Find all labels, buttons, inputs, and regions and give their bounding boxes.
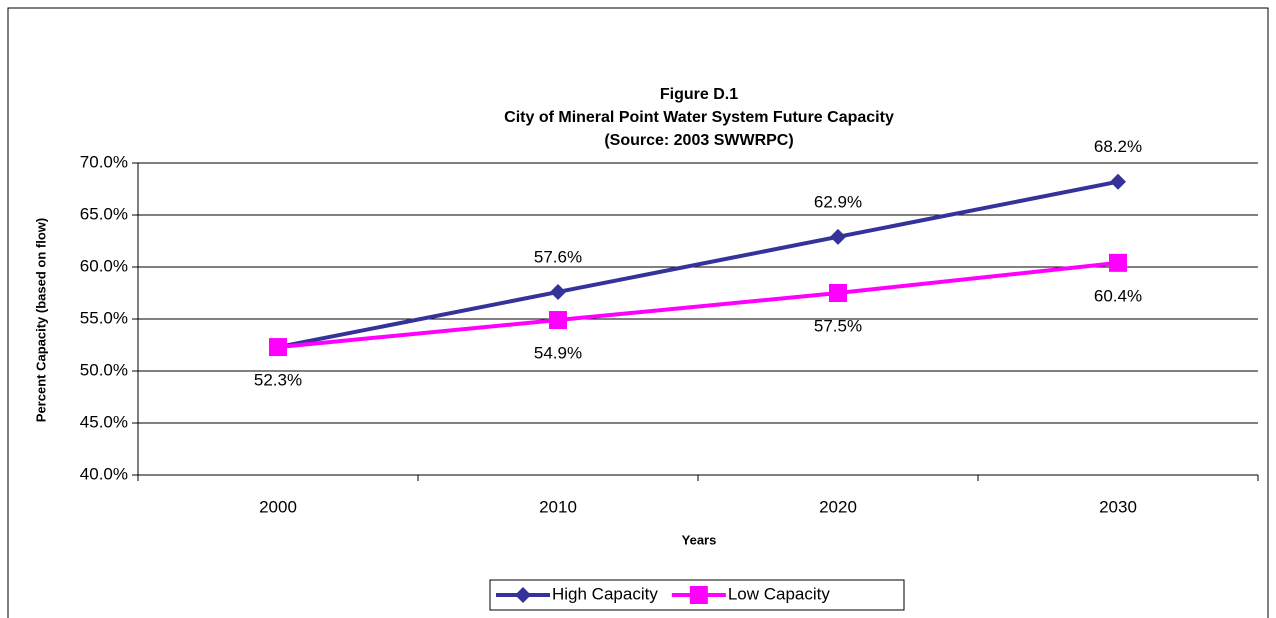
y-tick-label: 45.0%: [80, 412, 128, 431]
chart-frame: [7, 7, 1269, 618]
marker: [1110, 173, 1126, 190]
y-tick-label: 50.0%: [80, 360, 128, 379]
x-tick-label: 2010: [539, 497, 577, 516]
data-label: 57.6%: [534, 247, 582, 266]
line: [277, 179, 1119, 350]
chart-title: Figure D.1: [660, 86, 738, 103]
marker: [1109, 253, 1127, 272]
legend-marker: [689, 586, 708, 604]
marker: [269, 338, 287, 357]
x-tick-label: 2030: [1099, 497, 1137, 516]
data-label: 62.9%: [814, 192, 862, 211]
marker: [549, 311, 567, 330]
y-tick-label: 40.0%: [80, 464, 128, 483]
marker: [830, 228, 846, 245]
y-tick-label: 65.0%: [80, 204, 128, 223]
x-axis-title: Years: [682, 532, 717, 547]
legend-label: High Capacity: [552, 584, 658, 603]
data-label: 52.3%: [254, 371, 302, 390]
y-tick-label: 70.0%: [80, 152, 128, 171]
data-label: 68.2%: [1094, 137, 1142, 156]
y-tick-label: 55.0%: [80, 308, 128, 327]
y-axis-title: Percent Capacity (based on flow): [33, 218, 48, 422]
legend-marker: [515, 587, 531, 603]
x-tick-label: 2000: [259, 497, 297, 516]
data-label: 57.5%: [814, 316, 862, 335]
marker: [550, 283, 566, 300]
data-label: 54.9%: [534, 344, 582, 363]
chart-source: (Source: 2003 SWWRPC): [604, 132, 793, 149]
y-tick-label: 60.0%: [80, 256, 128, 275]
x-tick-label: 2020: [819, 497, 857, 516]
legend-label: Low Capacity: [728, 584, 831, 603]
data-label: 60.4%: [1094, 286, 1142, 305]
chart-subtitle: City of Mineral Point Water System Futur…: [504, 109, 894, 126]
marker: [829, 284, 847, 302]
line: [277, 260, 1119, 350]
